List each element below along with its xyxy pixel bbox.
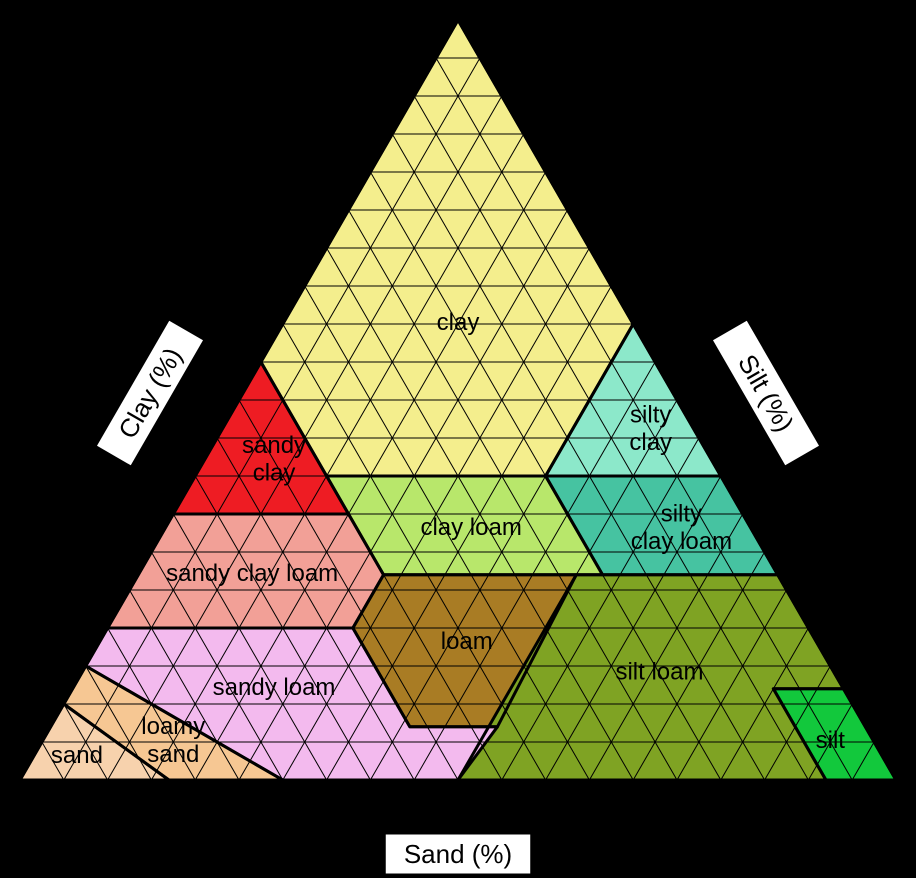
axis-label-left: Clay (%) xyxy=(97,321,203,466)
region-label-silt-loam: silt loam xyxy=(615,659,703,686)
region-label-silt: silt xyxy=(816,727,846,754)
region-label-silty-clay: siltyclay xyxy=(629,402,672,457)
region-label-loamy-sand: loamysand xyxy=(141,714,205,769)
region-label-clay-loam: clay loam xyxy=(420,515,521,542)
region-label-loam: loam xyxy=(441,629,493,656)
axis-label-right: Silt (%) xyxy=(713,321,819,466)
soil-texture-triangle: claysiltyclaysandyclayclay loamsiltyclay… xyxy=(0,0,916,878)
svg-text:Sand (%): Sand (%) xyxy=(404,839,512,869)
region-label-sandy-loam: sandy loam xyxy=(213,674,336,701)
axis-label-bottom: Sand (%) xyxy=(386,835,530,874)
region-label-sand: sand xyxy=(51,743,103,770)
region-label-sandy-clay-loam: sandy clay loam xyxy=(166,560,338,587)
region-label-clay: clay xyxy=(437,309,480,336)
